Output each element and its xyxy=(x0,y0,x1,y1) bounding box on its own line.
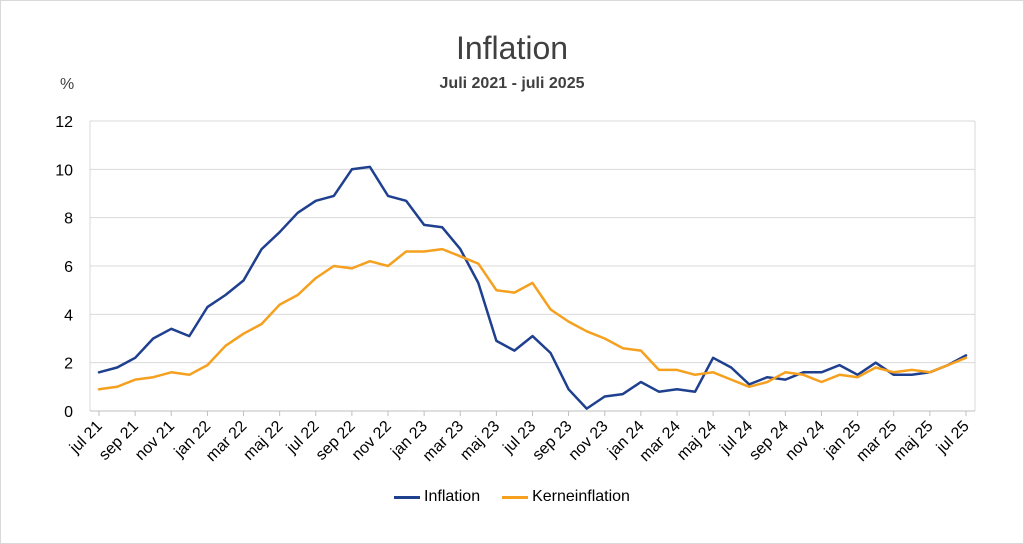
series-line-inflation xyxy=(97,165,968,410)
series-lines xyxy=(97,165,968,410)
x-tick-label-20: nov 24 xyxy=(782,418,828,464)
y-tick-label-8: 8 xyxy=(64,211,73,228)
x-tick-label-8: nov 22 xyxy=(349,418,395,464)
x-tick-label-13: sep 23 xyxy=(529,418,575,464)
y-axis-ticks: 0 2 4 6 8 10 12 xyxy=(55,114,73,421)
x-tick-label-4: mar 22 xyxy=(203,418,250,465)
y-tick-label-0: 0 xyxy=(64,404,73,421)
x-tick-label-1: sep 21 xyxy=(96,418,142,464)
x-tick-label-24: jul 25 xyxy=(933,418,973,458)
x-tick-label-11: maj 23 xyxy=(457,418,503,464)
x-tick-label-16: mar 24 xyxy=(637,418,684,465)
legend: Inflation Kerneinflation xyxy=(0,488,1024,506)
y-tick-label-6: 6 xyxy=(64,259,73,276)
chart-subtitle: Juli 2021 - juli 2025 xyxy=(439,75,585,92)
y-tick-label-4: 4 xyxy=(64,307,73,324)
y-tick-label-12: 12 xyxy=(55,114,73,131)
x-tick-label-5: maj 22 xyxy=(240,418,286,464)
legend-item-inflation: Inflation xyxy=(394,488,480,506)
y-tick-label-2: 2 xyxy=(64,356,73,373)
legend-label-kerneinflation: Kerneinflation xyxy=(532,488,630,505)
x-tick-label-22: mar 25 xyxy=(853,418,900,465)
chart-title: Inflation xyxy=(455,30,569,66)
y-axis-unit-label: % xyxy=(60,76,75,93)
legend-swatch-inflation xyxy=(394,495,421,499)
y-tick-label-10: 10 xyxy=(55,162,73,179)
x-tick-label-17: maj 24 xyxy=(674,418,720,464)
legend-swatch-kerneinflation xyxy=(502,495,529,499)
x-tick-label-19: sep 24 xyxy=(746,418,792,464)
x-tick-label-2: nov 21 xyxy=(132,418,178,464)
x-tick-label-7: sep 22 xyxy=(313,418,359,464)
x-tick-label-23: maj 25 xyxy=(891,418,937,464)
legend-item-kerneinflation: Kerneinflation xyxy=(502,488,630,506)
x-tick-label-10: mar 23 xyxy=(420,418,467,465)
legend-label-inflation: Inflation xyxy=(424,488,481,505)
series-line-kerneinflation xyxy=(97,247,968,391)
x-tick-label-14: nov 23 xyxy=(566,418,612,464)
gridlines xyxy=(89,120,976,411)
